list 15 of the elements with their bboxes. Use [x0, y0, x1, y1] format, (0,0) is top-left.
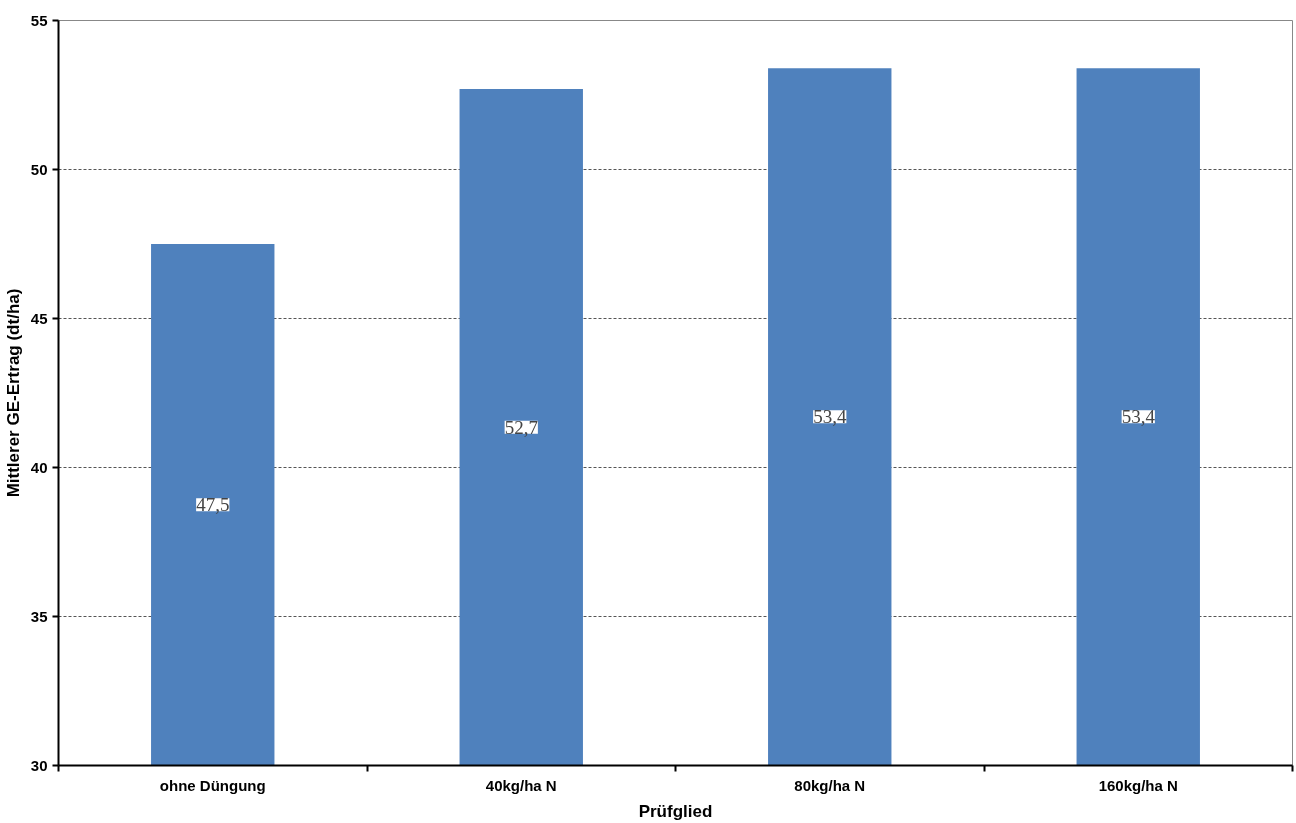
y-tick-label: 40 [30, 458, 48, 476]
y-tick-label: 30 [30, 756, 48, 774]
y-tick-label: 55 [30, 11, 48, 29]
y-tick-label: 50 [30, 160, 48, 178]
y-tick-label: 35 [30, 607, 48, 625]
data-label: 47,5 [196, 494, 230, 516]
x-tick-label: ohne Düngung [159, 776, 266, 794]
y-axis-title: Mittlerer GE-Ertrag (dt/ha) [3, 288, 23, 498]
x-axis-title: Prüfglied [638, 801, 713, 821]
x-tick-label: 160kg/ha N [1098, 776, 1178, 794]
x-tick-label: 80kg/ha N [794, 776, 866, 794]
x-tick-label: 40kg/ha N [485, 776, 557, 794]
data-label: 53,4 [1121, 406, 1156, 428]
y-tick-label: 45 [30, 309, 48, 327]
data-label: 52,7 [504, 416, 538, 438]
